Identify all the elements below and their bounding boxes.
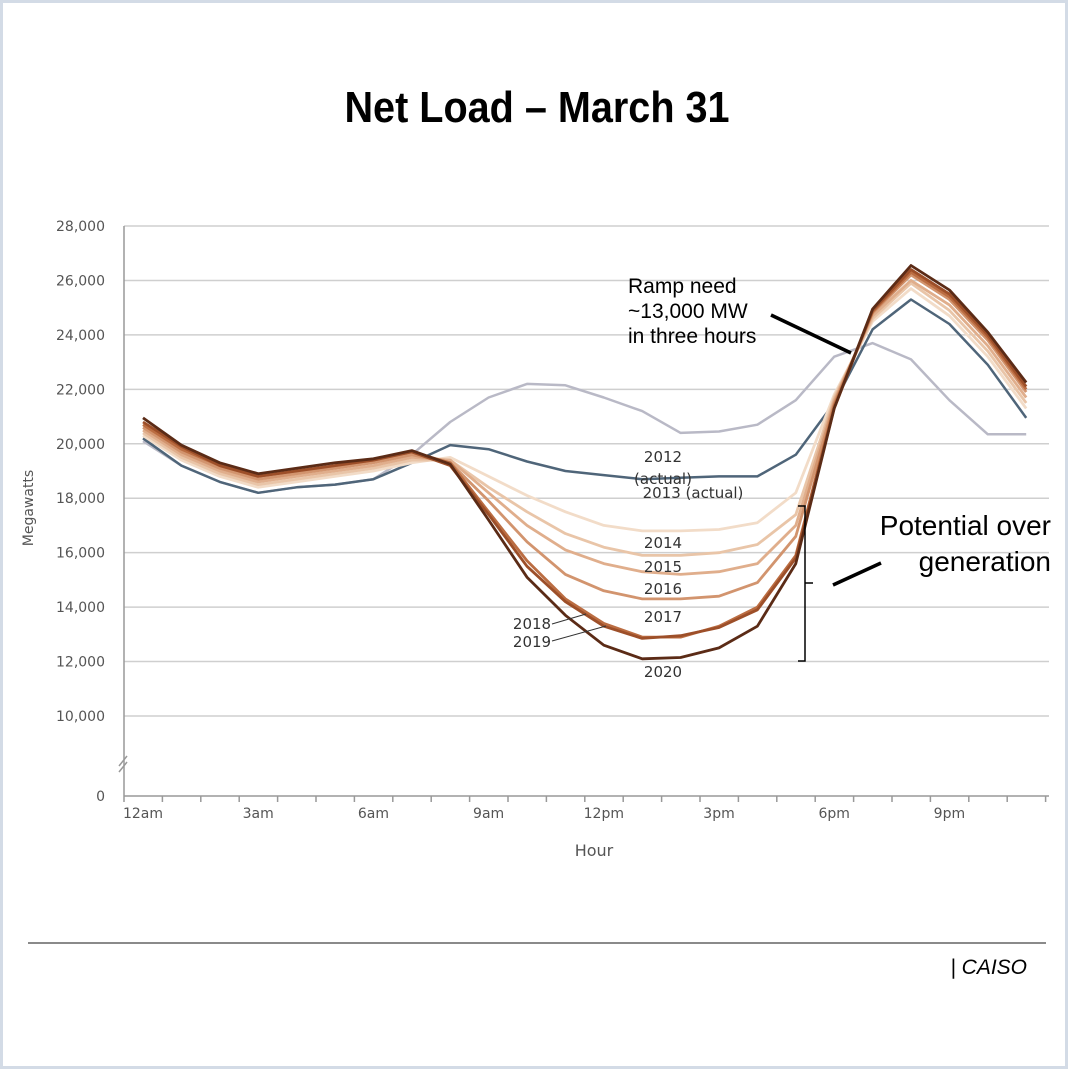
- x-tick-label: 12am: [123, 806, 163, 822]
- y-tick-label: 10,000: [56, 709, 105, 725]
- leader-line-2019: [551, 625, 607, 642]
- y-tick-label: 20,000: [56, 437, 105, 453]
- x-tick-label: 9am: [473, 806, 504, 822]
- series-line-2015: [142, 281, 1028, 557]
- series-line-2017: [142, 273, 1028, 601]
- series-label-2014: 2014: [644, 534, 682, 552]
- y-tick-label: 14,000: [56, 600, 105, 616]
- x-tick-label: 12pm: [584, 806, 624, 822]
- ramp-pointer-line: [770, 313, 852, 355]
- footer-divider: [28, 942, 1046, 944]
- series-label-2015: 2015: [644, 558, 682, 576]
- chart-title: Net Load – March 31: [344, 83, 730, 132]
- series-label-2013: 2013 (actual): [643, 484, 744, 502]
- series-label-2020: 2020: [644, 663, 682, 681]
- y-tick-label: 24,000: [56, 328, 105, 344]
- x-tick-label: 6pm: [818, 806, 849, 822]
- ramp-annotation-line: in three hours: [628, 325, 756, 348]
- source-credit: | CAISO: [950, 956, 1027, 979]
- series-label-2012: 2012: [644, 448, 682, 466]
- series-line-2014: [142, 287, 1028, 533]
- overgen-pointer-line: [832, 561, 882, 587]
- series-line-2013: [142, 298, 1028, 495]
- y-tick-label: 0: [96, 789, 105, 805]
- x-tick-label: 9pm: [934, 806, 965, 822]
- y-tick-label: 12,000: [56, 655, 105, 671]
- y-tick-label: 16,000: [56, 546, 105, 562]
- ramp-annotation-line: Ramp need: [628, 275, 737, 298]
- y-tick-label: 18,000: [56, 491, 105, 507]
- y-tick-label: 26,000: [56, 273, 105, 289]
- series-label-2019: 2019: [513, 633, 551, 651]
- net-load-chart: 0 10,000 12,000 14,000 16,000 18,000 20,000 22,…: [21, 219, 1051, 860]
- series-label-2017: 2017: [644, 608, 682, 626]
- y-tick-label: 22,000: [56, 382, 105, 398]
- overgen-annotation-line: generation: [919, 546, 1051, 577]
- x-tick-label: 6am: [358, 806, 389, 822]
- series-label-2016: 2016: [644, 580, 682, 598]
- series-label-2018: 2018: [513, 615, 551, 633]
- axis-break-mark: [118, 755, 128, 773]
- y-axis-title: Megawatts: [21, 470, 37, 546]
- series-label-2012-note: (actual): [634, 470, 692, 488]
- leader-line-2018: [551, 613, 587, 625]
- series-line-2020: [142, 264, 1028, 661]
- x-tick-label: 3pm: [703, 806, 734, 822]
- overgen-annotation-line: Potential over: [880, 510, 1051, 541]
- y-tick-label: 28,000: [56, 219, 105, 235]
- overgeneration-bracket: [798, 505, 813, 662]
- x-tick-label: 3am: [243, 806, 274, 822]
- ramp-annotation-line: ~13,000 MW: [628, 300, 748, 323]
- series-line-2016: [142, 278, 1028, 576]
- x-axis-title: Hour: [575, 841, 614, 860]
